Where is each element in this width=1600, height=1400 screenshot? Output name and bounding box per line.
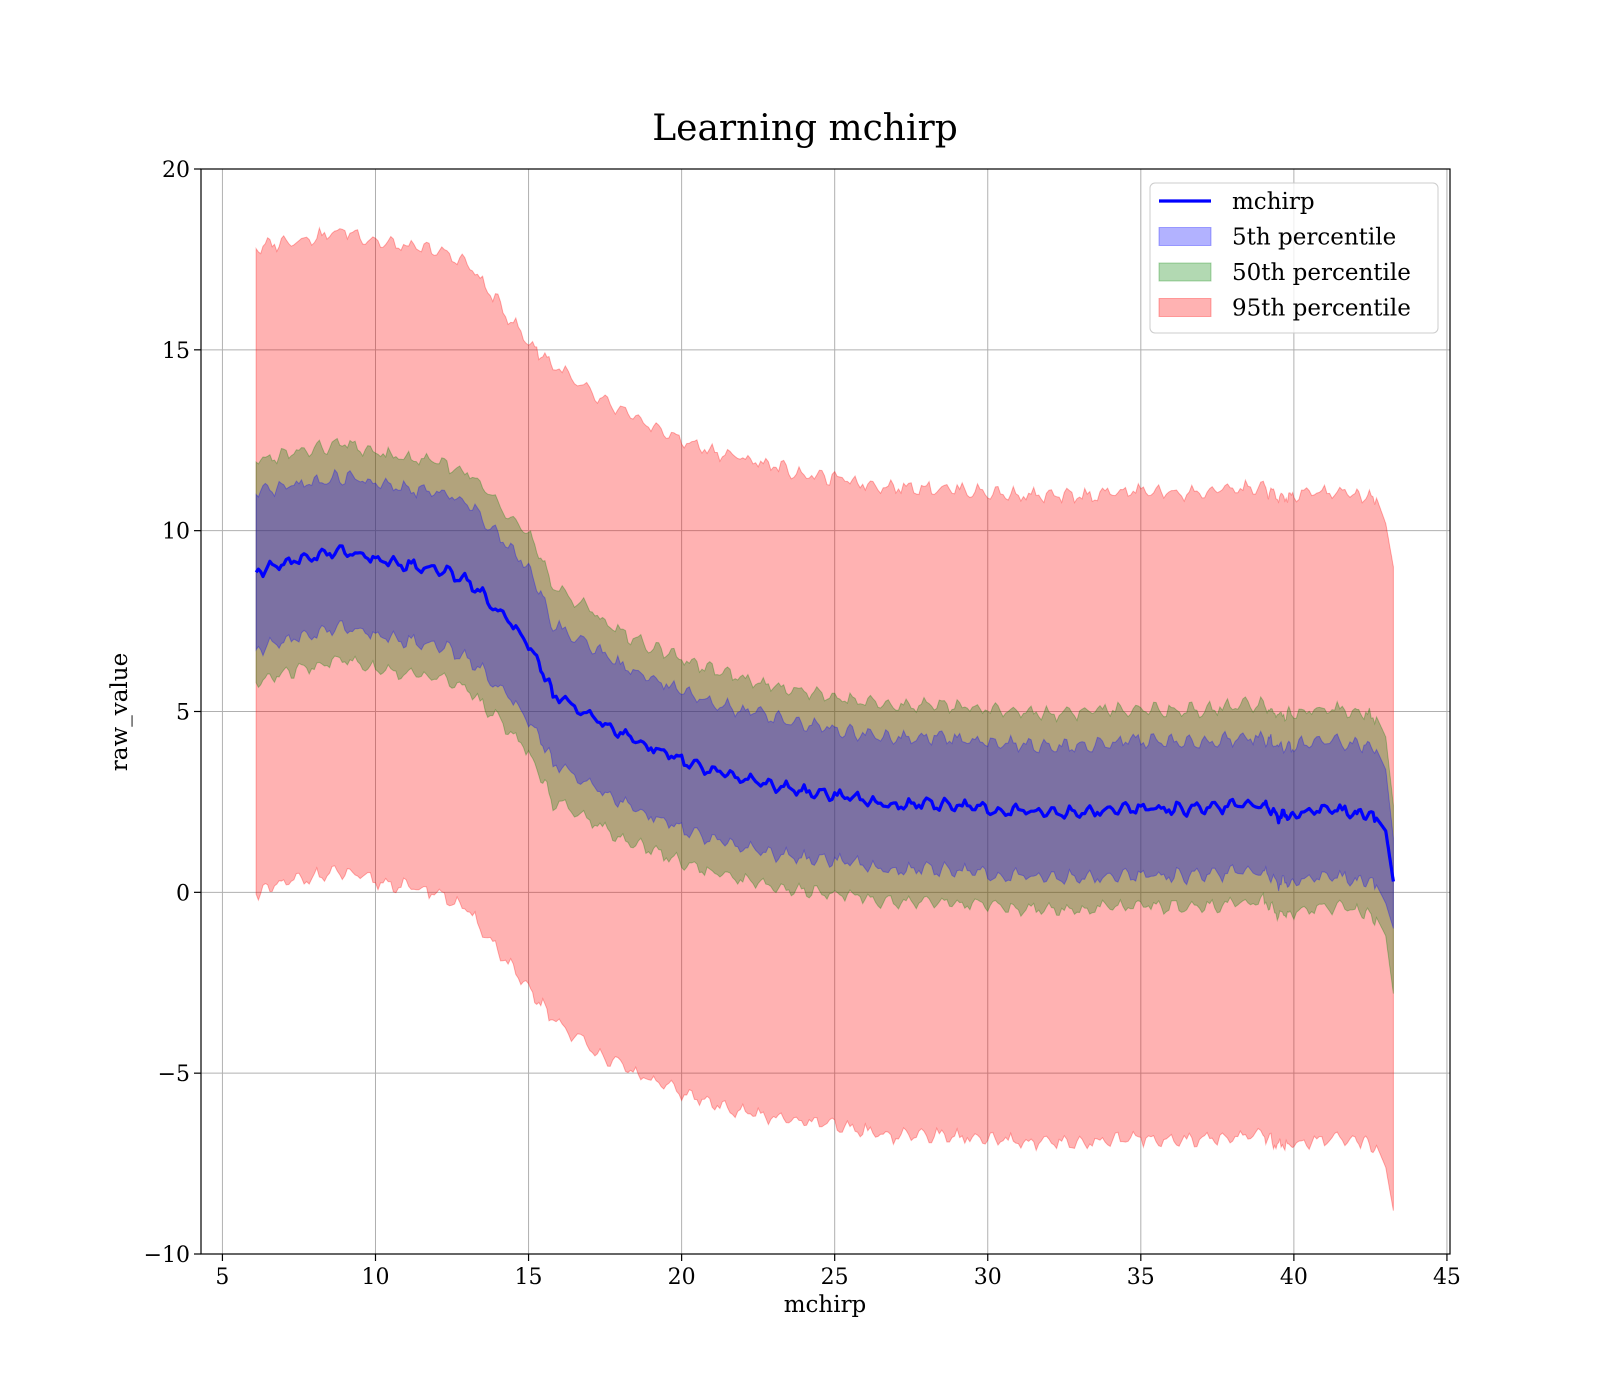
- legend-label-95th-percentile: 95th percentile: [1232, 296, 1411, 322]
- x-tick-label-10: 10: [361, 1265, 389, 1290]
- series-line-mchirp: [254, 544, 1395, 882]
- x-tick-label-20: 20: [668, 1265, 696, 1290]
- x-tick-label-30: 30: [974, 1265, 1002, 1290]
- x-tick-label-25: 25: [821, 1265, 849, 1290]
- y-tick-label--5: −5: [158, 1062, 190, 1087]
- legend-label-mchirp: mchirp: [1232, 189, 1315, 215]
- legend-swatch-5th-percentile: [1158, 227, 1212, 246]
- percentile-bands: [255, 226, 1394, 1211]
- y-tick-label-0: 0: [176, 881, 190, 906]
- y-tick-label--10: −10: [144, 1243, 190, 1268]
- y-axis-ticks: −10 −5 0 5 10 15 20: [144, 158, 201, 1268]
- legend-swatch-95th-percentile: [1158, 298, 1212, 317]
- x-axis-label: mchirp: [784, 1292, 867, 1318]
- band-5th-percentile: [255, 468, 1394, 929]
- y-tick-label-10: 10: [162, 520, 190, 545]
- y-tick-label-5: 5: [176, 701, 190, 726]
- legend-swatch-50th-percentile: [1158, 262, 1212, 282]
- x-tick-label-5: 5: [215, 1265, 229, 1290]
- x-tick-label-40: 40: [1280, 1265, 1308, 1290]
- legend-box: [1149, 182, 1439, 334]
- band-95th-percentile: [255, 226, 1394, 1211]
- series-lines: [254, 544, 1395, 882]
- band-50th-percentile: [255, 437, 1394, 994]
- chart-title: Learning mchirp: [652, 108, 958, 149]
- y-tick-label-20: 20: [162, 158, 190, 183]
- legend-label-5th-percentile: 5th percentile: [1232, 225, 1396, 251]
- x-axis-ticks: 5 10 15 20 25 30 35 40 45: [215, 1254, 1461, 1290]
- y-axis-label: raw_value: [107, 653, 133, 771]
- x-tick-label-35: 35: [1127, 1265, 1155, 1290]
- grid-lines: [201, 168, 1450, 1255]
- legend-label-50th-percentile: 50th percentile: [1232, 260, 1411, 286]
- legend: mchirp 5th percentile 50th percentile 95th …: [1149, 182, 1439, 334]
- x-tick-label-45: 45: [1433, 1265, 1461, 1290]
- y-tick-label-15: 15: [162, 339, 190, 364]
- x-tick-label-15: 15: [515, 1265, 543, 1290]
